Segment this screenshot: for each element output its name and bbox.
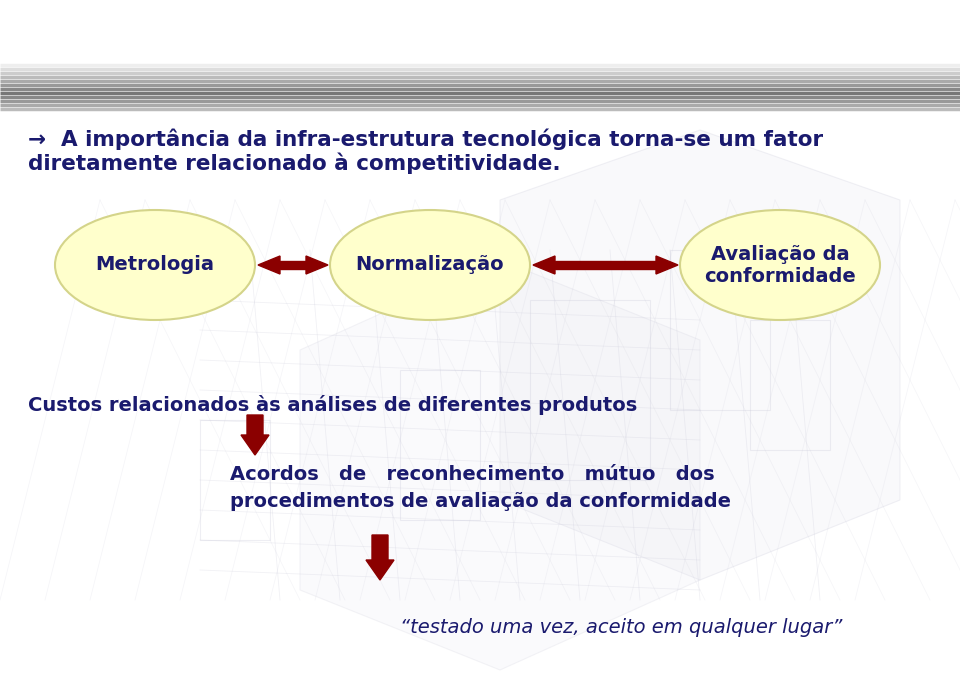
Text: Custos relacionados às análises de diferentes produtos: Custos relacionados às análises de difer… (28, 395, 637, 415)
Text: Acordos   de   reconhecimento   mútuo   dos: Acordos de reconhecimento mútuo dos (230, 465, 714, 484)
Text: →  A importância da infra-estrutura tecnológica torna-se um fator: → A importância da infra-estrutura tecno… (28, 128, 823, 149)
Text: procedimentos de avaliação da conformidade: procedimentos de avaliação da conformida… (230, 492, 731, 511)
Text: “testado uma vez, aceito em qualquer lugar”: “testado uma vez, aceito em qualquer lug… (400, 618, 842, 637)
Text: diretamente relacionado à competitividade.: diretamente relacionado à competitividad… (28, 153, 561, 175)
Ellipse shape (55, 210, 255, 320)
FancyArrow shape (306, 256, 328, 274)
Text: Normalização: Normalização (356, 256, 504, 275)
FancyArrow shape (258, 256, 280, 274)
Bar (280, 261, 306, 269)
FancyArrow shape (366, 535, 394, 580)
Polygon shape (300, 260, 700, 670)
Bar (555, 261, 656, 269)
Ellipse shape (330, 210, 530, 320)
Ellipse shape (680, 210, 880, 320)
Polygon shape (500, 130, 900, 580)
Text: Avaliação da
conformidade: Avaliação da conformidade (704, 244, 856, 286)
FancyArrow shape (241, 415, 269, 455)
FancyArrow shape (656, 256, 678, 274)
Text: Metrologia: Metrologia (95, 256, 214, 275)
FancyArrow shape (533, 256, 555, 274)
